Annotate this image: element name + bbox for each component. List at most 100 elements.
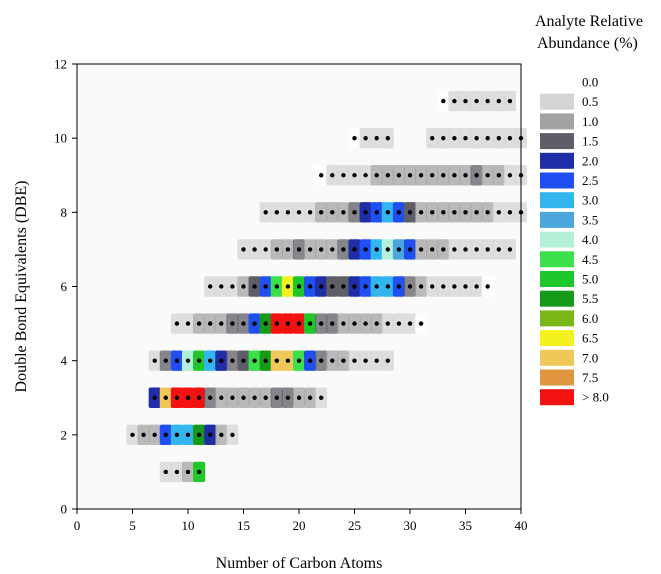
data-point-dbe9-c24 <box>341 173 346 178</box>
data-point-dbe8-c25 <box>352 210 357 215</box>
data-point-dbe6-c30 <box>407 284 413 289</box>
data-point-dbe9-c22 <box>319 173 324 178</box>
data-point-dbe6-c13 <box>219 284 224 289</box>
data-point-dbe2-c12 <box>208 432 213 438</box>
data-point-dbe9-c25 <box>352 173 357 178</box>
x-tick-label: 35 <box>459 518 472 533</box>
legend-label: 6.5 <box>582 331 598 346</box>
data-point-dbe7-c35 <box>463 247 468 252</box>
data-point-dbe7-c24 <box>341 247 346 252</box>
legend-swatch <box>540 172 574 189</box>
legend-swatch <box>540 231 574 248</box>
data-point-dbe3-c8 <box>163 395 168 400</box>
data-point-dbe11-c36 <box>474 98 479 104</box>
data-point-dbe7-c22 <box>319 247 324 252</box>
data-point-dbe10-c33 <box>441 135 446 141</box>
data-point-dbe6-c35 <box>463 284 468 289</box>
data-point-dbe8-c17 <box>263 210 268 215</box>
data-point-dbe7-c17 <box>263 247 268 252</box>
data-point-dbe5-c21 <box>307 321 313 326</box>
data-point-dbe7-c19 <box>285 247 291 252</box>
data-point-dbe6-c27 <box>374 284 379 289</box>
data-point-dbe2-c13 <box>219 432 224 438</box>
data-point-dbe4-c26 <box>363 358 368 363</box>
legend-label: 5.0 <box>582 272 598 287</box>
data-point-dbe9-c34 <box>452 173 457 178</box>
data-point-dbe7-c23 <box>330 247 335 252</box>
data-point-dbe5-c24 <box>341 321 346 326</box>
legend-swatch <box>540 251 574 268</box>
data-point-dbe6-c19 <box>285 284 291 289</box>
data-point-dbe8-c32 <box>430 210 435 215</box>
y-tick-label: 12 <box>54 57 67 72</box>
data-point-dbe4-c25 <box>352 358 357 363</box>
legend-label: 3.0 <box>582 193 598 208</box>
data-point-dbe5-c25 <box>352 321 357 326</box>
data-point-dbe8-c21 <box>307 210 313 215</box>
data-point-dbe3-c9 <box>174 395 180 400</box>
data-point-dbe5-c17 <box>263 321 268 326</box>
data-point-dbe6-c25 <box>352 284 357 289</box>
data-point-dbe8-c34 <box>452 210 457 215</box>
data-point-dbe8-c33 <box>441 210 446 215</box>
data-point-dbe7-c20 <box>296 247 302 252</box>
data-point-dbe2-c9 <box>174 432 180 438</box>
data-point-dbe11-c34 <box>452 98 457 104</box>
x-tick-label: 20 <box>293 518 306 533</box>
y-tick-label: 6 <box>61 279 68 294</box>
data-point-dbe7-c30 <box>407 247 413 252</box>
x-axis-title: Number of Carbon Atoms <box>216 555 383 572</box>
data-point-dbe8-c26 <box>363 210 368 215</box>
data-point-dbe4-c18 <box>274 358 279 363</box>
data-point-dbe7-c21 <box>307 247 313 252</box>
data-point-dbe4-c9 <box>174 358 180 363</box>
legend-swatch <box>540 113 574 130</box>
data-point-dbe4-c21 <box>307 358 313 363</box>
data-point-dbe7-c16 <box>252 247 257 252</box>
legend-title-line1: Analyte Relative <box>535 13 643 30</box>
data-point-dbe9-c36 <box>474 173 479 178</box>
data-point-dbe5-c19 <box>285 321 291 326</box>
data-point-dbe2-c14 <box>230 432 235 438</box>
x-tick-label: 5 <box>129 518 136 533</box>
data-point-dbe5-c11 <box>196 321 202 326</box>
legend-swatch <box>540 192 574 209</box>
data-point-dbe8-c18 <box>274 210 279 215</box>
data-point-dbe5-c28 <box>385 321 390 326</box>
legend-label: 0.0 <box>582 75 598 90</box>
data-point-dbe7-c32 <box>430 247 435 252</box>
data-point-dbe5-c15 <box>241 321 246 326</box>
data-point-dbe6-c15 <box>241 284 246 289</box>
data-point-dbe3-c13 <box>219 395 224 400</box>
data-point-dbe8-c30 <box>407 210 413 215</box>
data-point-dbe6-c33 <box>441 284 446 289</box>
data-point-dbe10-c35 <box>463 135 468 141</box>
data-point-dbe10-c25 <box>352 135 357 141</box>
data-point-dbe5-c31 <box>418 321 424 326</box>
legend-swatch <box>540 290 574 307</box>
data-point-dbe4-c16 <box>252 358 257 363</box>
data-point-dbe10-c38 <box>496 135 501 141</box>
data-point-dbe10-c28 <box>385 135 390 141</box>
data-point-dbe3-c11 <box>196 395 202 400</box>
data-point-dbe6-c31 <box>418 284 424 289</box>
data-point-dbe7-c36 <box>474 247 479 252</box>
x-tick-label: 15 <box>237 518 250 533</box>
data-point-dbe7-c29 <box>396 247 402 252</box>
data-point-dbe8-c20 <box>296 210 302 215</box>
data-point-dbe11-c35 <box>463 98 468 104</box>
legend-label: 1.0 <box>582 114 598 129</box>
data-point-dbe4-c24 <box>341 358 346 363</box>
data-point-dbe11-c39 <box>507 98 513 104</box>
data-point-dbe3-c20 <box>296 395 302 400</box>
data-point-dbe5-c27 <box>374 321 379 326</box>
data-point-dbe2-c8 <box>163 432 168 438</box>
data-point-dbe8-c37 <box>485 210 490 215</box>
data-point-dbe5-c29 <box>396 321 402 326</box>
legend-swatch <box>540 211 574 228</box>
legend-label: 6.0 <box>582 311 598 326</box>
data-point-dbe6-c20 <box>296 284 302 289</box>
data-point-dbe5-c12 <box>208 321 213 326</box>
data-point-dbe7-c18 <box>274 247 279 252</box>
